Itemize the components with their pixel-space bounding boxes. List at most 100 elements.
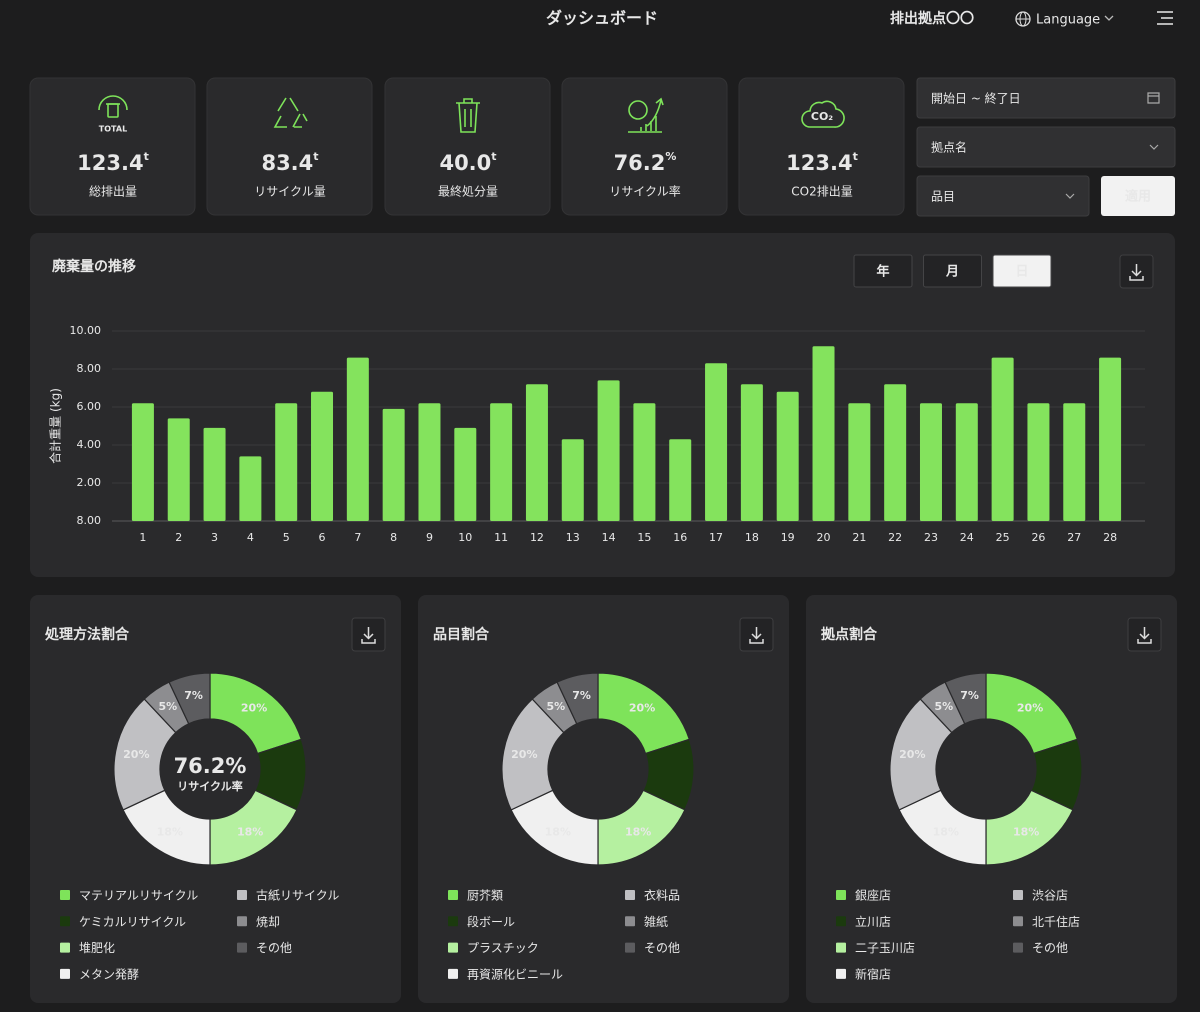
kpi-value: 76.2% bbox=[614, 150, 677, 175]
legend-item: メタン発酵 bbox=[60, 967, 139, 981]
pie-value-label: 18% bbox=[157, 825, 183, 838]
x-tick-label: 18 bbox=[745, 531, 759, 544]
card-bg bbox=[806, 595, 1177, 1003]
item-select[interactable]: 品目 bbox=[916, 175, 1090, 217]
legend-swatch bbox=[625, 890, 635, 900]
legend-item: 二子玉川店 bbox=[836, 941, 915, 955]
bar bbox=[275, 403, 298, 521]
kpi-icon bbox=[98, 95, 128, 118]
y-tick-label: 4.00 bbox=[77, 438, 102, 451]
site-select[interactable]: 拠点名 bbox=[916, 126, 1176, 168]
y-tick-label: 2.00 bbox=[77, 476, 102, 489]
apply-button[interactable]: 適用 bbox=[1101, 176, 1175, 216]
period-tab[interactable]: 月 bbox=[923, 254, 982, 288]
kpi-number: 123.4 bbox=[77, 151, 143, 175]
legend-label: 二子玉川店 bbox=[855, 941, 915, 955]
x-tick-label: 5 bbox=[283, 531, 290, 544]
download-icon bbox=[1137, 627, 1152, 644]
x-tick-label: 27 bbox=[1067, 531, 1081, 544]
period-tab[interactable]: 年 bbox=[853, 254, 913, 288]
icon-shape bbox=[98, 95, 128, 111]
tab-bg bbox=[853, 254, 913, 288]
kpi-card: 83.4t リサイクル量 bbox=[206, 77, 373, 216]
chevron bbox=[1065, 193, 1075, 199]
tab-bg bbox=[992, 254, 1052, 288]
site-selector[interactable]: 排出拠点〇〇 bbox=[890, 10, 974, 27]
language-selector[interactable]: Language bbox=[1015, 11, 1114, 28]
legend-label: 北千住店 bbox=[1032, 915, 1080, 929]
bar bbox=[525, 384, 548, 521]
x-tick-label: 21 bbox=[852, 531, 866, 544]
x-tick-label: 22 bbox=[888, 531, 902, 544]
bar bbox=[919, 403, 942, 521]
kpi-card: TOTAL 123.4t 総排出量 bbox=[29, 77, 196, 216]
pie-value-label: 18% bbox=[237, 825, 263, 838]
date-range-input[interactable]: 開始日 ~ 終了日 bbox=[916, 77, 1176, 119]
download-button[interactable] bbox=[1127, 617, 1162, 652]
bar bbox=[1099, 357, 1122, 521]
download-icon bbox=[1129, 264, 1144, 281]
card-bg bbox=[418, 595, 789, 1003]
bar bbox=[382, 408, 405, 521]
kpi-number: 40.0 bbox=[439, 151, 491, 175]
pie-value-label: 18% bbox=[1013, 825, 1039, 838]
bar bbox=[454, 427, 477, 521]
kpi-card-bg bbox=[561, 77, 728, 216]
pie-value-label: 5% bbox=[935, 700, 954, 713]
legend-label: 焼却 bbox=[256, 915, 280, 929]
y-tick-label: 8.00 bbox=[77, 362, 102, 375]
legend-swatch bbox=[836, 890, 846, 900]
kpi-icon bbox=[273, 97, 308, 128]
chevron bbox=[1149, 144, 1159, 150]
x-tick-label: 2 bbox=[175, 531, 182, 544]
pie-value-label: 7% bbox=[184, 689, 203, 702]
legend-swatch bbox=[836, 968, 846, 979]
x-tick-label: 19 bbox=[781, 531, 795, 544]
legend-item: 厨芥類 bbox=[448, 889, 503, 903]
kpi-unit: t bbox=[491, 150, 496, 163]
legend-item: 新宿店 bbox=[836, 966, 891, 981]
center-value: 76.2% bbox=[174, 754, 247, 778]
chart-title: 廃棄量の推移 bbox=[52, 258, 136, 275]
kpi-number: 123.4 bbox=[786, 151, 852, 175]
period-tab[interactable]: 日 bbox=[992, 254, 1052, 288]
bar bbox=[776, 391, 799, 521]
bar bbox=[1027, 403, 1050, 521]
pie-value-label: 20% bbox=[241, 701, 267, 714]
icon-shape bbox=[456, 98, 480, 133]
kpi-card: 40.0t 最終処分量 bbox=[384, 77, 551, 216]
icon-shape bbox=[628, 97, 664, 133]
x-tick-label: 14 bbox=[602, 531, 616, 544]
legend-item: その他 bbox=[237, 941, 292, 955]
pie-value-label: 5% bbox=[159, 700, 178, 713]
download-button[interactable] bbox=[1119, 254, 1154, 289]
bar bbox=[597, 380, 620, 521]
legend-swatch bbox=[625, 942, 635, 953]
kpi-unit: t bbox=[144, 150, 149, 163]
input-placeholder: 品目 bbox=[931, 190, 955, 204]
input-bg bbox=[916, 77, 1176, 119]
menu-button[interactable] bbox=[1157, 11, 1173, 25]
download-button[interactable] bbox=[351, 617, 386, 652]
chart-title: 品目割合 bbox=[433, 626, 490, 643]
kpi-label: リサイクル率 bbox=[609, 184, 680, 199]
kpi-icon bbox=[628, 97, 664, 133]
download-button[interactable] bbox=[739, 617, 774, 652]
kpi-value: 123.4t bbox=[786, 150, 858, 175]
icon-label: CO₂ bbox=[811, 110, 833, 123]
tab-bg bbox=[923, 254, 982, 288]
bar bbox=[418, 403, 441, 521]
legend-item: 段ボール bbox=[448, 914, 515, 929]
x-tick-label: 7 bbox=[354, 531, 361, 544]
kpi-icon bbox=[801, 100, 845, 128]
legend-label: 銀座店 bbox=[855, 888, 891, 903]
x-tick-label: 4 bbox=[247, 531, 254, 544]
legend-label: 衣料品 bbox=[644, 888, 680, 903]
pie-value-label: 7% bbox=[572, 689, 591, 702]
kpi-icon bbox=[456, 98, 480, 133]
x-tick-label: 28 bbox=[1103, 531, 1117, 544]
bar bbox=[991, 357, 1014, 521]
x-tick-label: 20 bbox=[817, 531, 831, 544]
bar bbox=[884, 384, 907, 521]
x-tick-label: 8 bbox=[390, 531, 397, 544]
